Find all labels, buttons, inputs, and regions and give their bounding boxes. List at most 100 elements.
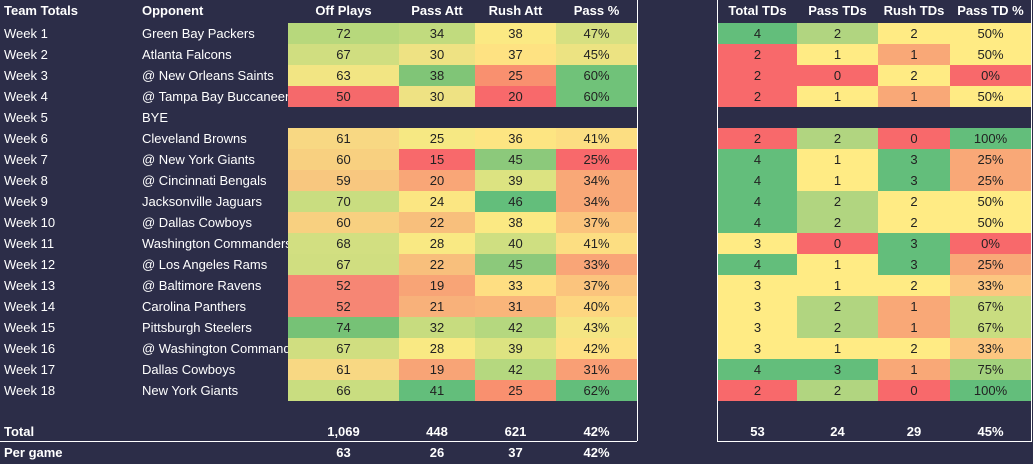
week-label[interactable]: Week 8 [4,173,48,188]
off-plays-cell[interactable]: 61 [288,359,399,380]
opponent-cell[interactable]: @ Los Angeles Rams [142,257,268,272]
pass-att-cell[interactable]: 28 [399,338,475,359]
pass-td-pct-cell[interactable]: 67% [950,296,1031,317]
week-label[interactable]: Week 14 [4,299,56,314]
pass-att-cell[interactable]: 30 [399,86,475,107]
pass-pct-cell[interactable] [556,107,637,128]
rush-tds-cell[interactable]: 2 [878,212,950,233]
total-tds-cell[interactable]: 2 [718,380,797,401]
pass-td-pct-cell[interactable]: 25% [950,149,1031,170]
rush-att-cell[interactable]: 38 [475,212,556,233]
pass-pct-cell[interactable]: 45% [556,44,637,65]
pass-td-pct-cell[interactable]: 67% [950,317,1031,338]
week-label[interactable]: Week 10 [4,215,56,230]
week-label[interactable]: Week 13 [4,278,56,293]
pass-att-cell[interactable]: 30 [399,44,475,65]
pass-tds-cell[interactable]: 2 [797,317,878,338]
rush-tds-cell[interactable]: 3 [878,149,950,170]
pass-td-pct-cell[interactable]: 33% [950,338,1031,359]
rush-att-cell[interactable]: 38 [475,23,556,44]
off-plays-cell[interactable]: 59 [288,170,399,191]
total-pass-td-pct[interactable]: 45% [977,424,1004,439]
opponent-cell[interactable]: @ Washington Commanders [142,341,288,356]
rush-att-cell[interactable]: 46 [475,191,556,212]
rush-att-cell[interactable]: 33 [475,275,556,296]
rush-tds-cell[interactable]: 2 [878,338,950,359]
rush-att-cell[interactable]: 42 [475,317,556,338]
week-label[interactable]: Week 17 [4,362,56,377]
pass-tds-cell[interactable]: 1 [797,149,878,170]
off-plays-cell[interactable]: 60 [288,212,399,233]
off-plays-cell[interactable]: 52 [288,296,399,317]
pass-td-pct-cell[interactable]: 25% [950,170,1031,191]
pass-pct-cell[interactable]: 37% [556,212,637,233]
week-label[interactable]: Week 11 [4,236,55,251]
opponent-cell[interactable]: @ Cincinnati Bengals [142,173,267,188]
pass-tds-cell[interactable]: 2 [797,380,878,401]
off-plays-cell[interactable]: 67 [288,254,399,275]
pass-att-cell[interactable]: 22 [399,212,475,233]
total-tds-cell[interactable]: 4 [718,191,797,212]
header-pass-pct[interactable]: Pass % [573,3,620,18]
pass-pct-cell[interactable]: 62% [556,380,637,401]
pass-att-cell[interactable]: 22 [399,254,475,275]
rush-tds-cell[interactable]: 1 [878,317,950,338]
opponent-cell[interactable]: Dallas Cowboys [142,362,236,377]
rush-tds-cell[interactable] [878,107,950,128]
rush-tds-cell[interactable]: 1 [878,296,950,317]
pass-att-cell[interactable]: 15 [399,149,475,170]
rush-att-cell[interactable]: 40 [475,233,556,254]
pass-tds-cell[interactable]: 3 [797,359,878,380]
off-plays-cell[interactable]: 63 [288,65,399,86]
pass-td-pct-cell[interactable]: 0% [950,65,1031,86]
pass-td-pct-cell[interactable]: 75% [950,359,1031,380]
pass-tds-cell[interactable]: 0 [797,65,878,86]
header-rush-tds[interactable]: Rush TDs [883,3,945,18]
rush-att-cell[interactable]: 39 [475,170,556,191]
pass-tds-cell[interactable]: 0 [797,233,878,254]
pass-att-cell[interactable]: 25 [399,128,475,149]
total-tds-cell[interactable]: 4 [718,212,797,233]
off-plays-cell[interactable]: 66 [288,380,399,401]
pass-tds-cell[interactable]: 1 [797,44,878,65]
rush-att-cell[interactable]: 42 [475,359,556,380]
pass-tds-cell[interactable]: 1 [797,254,878,275]
total-tds-cell[interactable]: 4 [718,149,797,170]
opponent-cell[interactable]: Jacksonville Jaguars [142,194,262,209]
off-plays-cell[interactable]: 50 [288,86,399,107]
rush-tds-cell[interactable]: 2 [878,275,950,296]
total-pass-att[interactable]: 448 [426,424,448,439]
total-tds-cell[interactable]: 4 [718,359,797,380]
off-plays-cell[interactable]: 72 [288,23,399,44]
rush-att-cell[interactable]: 36 [475,128,556,149]
header-pass-att[interactable]: Pass Att [411,3,463,18]
off-plays-cell[interactable] [288,107,399,128]
total-rush-att[interactable]: 621 [504,424,527,439]
pass-att-cell[interactable]: 19 [399,359,475,380]
opponent-cell[interactable]: @ Baltimore Ravens [142,278,262,293]
header-pass-td-pct[interactable]: Pass TD % [957,3,1024,18]
pass-pct-cell[interactable]: 33% [556,254,637,275]
opponent-cell[interactable]: BYE [142,110,169,125]
rush-tds-cell[interactable]: 0 [878,128,950,149]
pass-tds-cell[interactable]: 2 [797,191,878,212]
pass-tds-cell[interactable]: 2 [797,212,878,233]
pass-tds-cell[interactable]: 1 [797,86,878,107]
total-pass-tds[interactable]: 24 [830,424,845,439]
off-plays-cell[interactable]: 68 [288,233,399,254]
pass-att-cell[interactable]: 24 [399,191,475,212]
rush-att-cell[interactable]: 25 [475,65,556,86]
pass-pct-cell[interactable]: 47% [556,23,637,44]
pass-pct-cell[interactable]: 60% [556,86,637,107]
pass-att-cell[interactable]: 41 [399,380,475,401]
pass-pct-cell[interactable]: 43% [556,317,637,338]
rush-tds-cell[interactable]: 2 [878,23,950,44]
total-tds-cell[interactable]: 3 [718,338,797,359]
total-tds-cell[interactable]: 3 [718,233,797,254]
rush-tds-cell[interactable]: 2 [878,65,950,86]
rush-att-cell[interactable]: 25 [475,380,556,401]
rush-tds-cell[interactable]: 0 [878,380,950,401]
week-label[interactable]: Week 4 [4,89,48,104]
off-plays-cell[interactable]: 74 [288,317,399,338]
pass-tds-cell[interactable]: 2 [797,23,878,44]
